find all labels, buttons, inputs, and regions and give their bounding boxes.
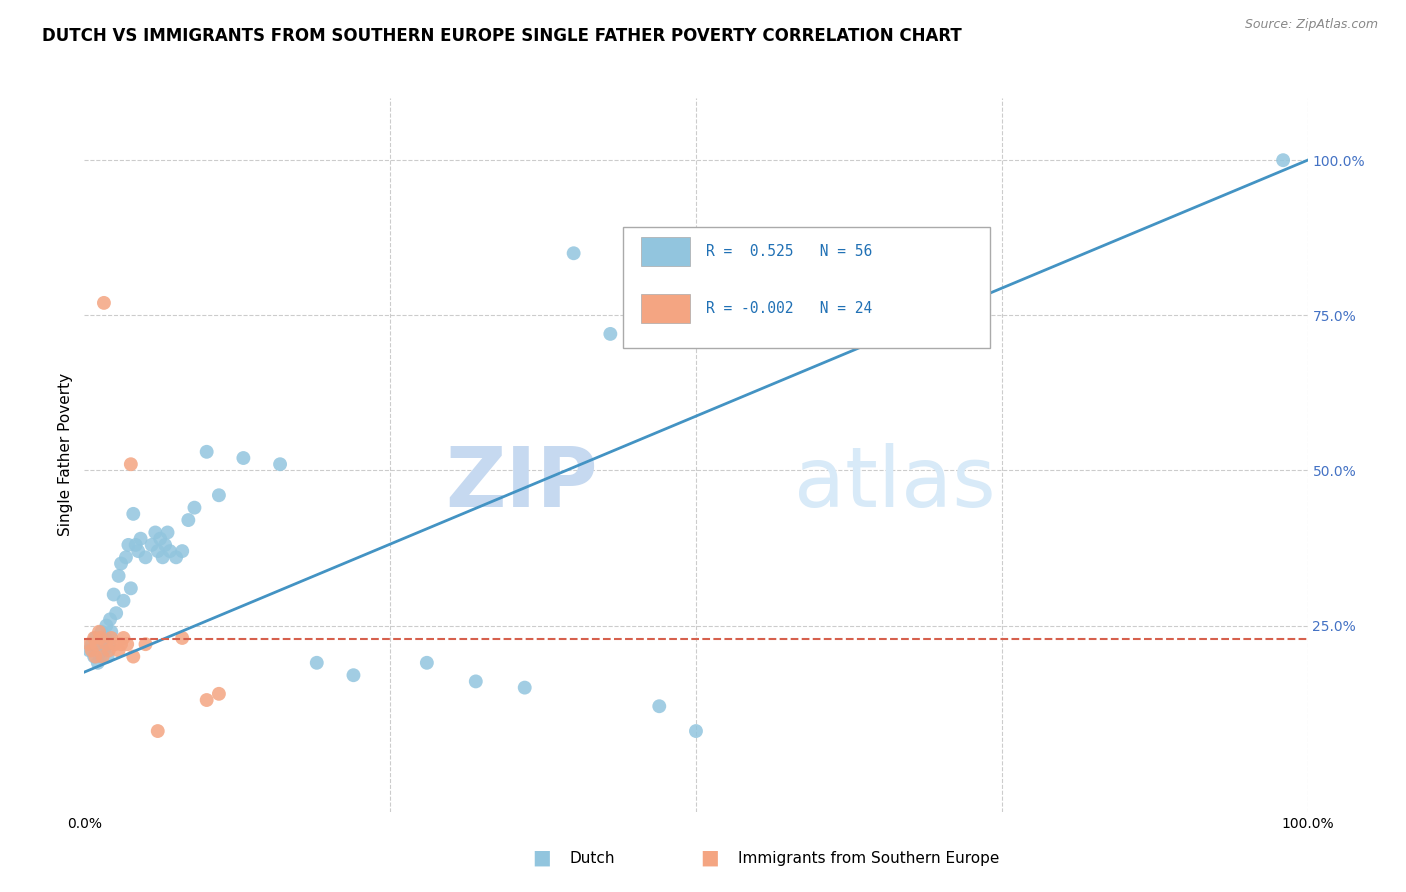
Point: [90, 624, 112, 639]
Point: [117, 538, 139, 552]
Point: [104, 637, 127, 651]
Point: [110, 637, 132, 651]
Point: [172, 544, 194, 558]
Point: [122, 507, 145, 521]
Point: [685, 724, 707, 739]
Point: [80, 637, 103, 651]
Point: [103, 588, 125, 602]
Point: [115, 637, 138, 651]
Point: [105, 606, 128, 620]
Point: [96, 618, 118, 632]
Point: [135, 550, 157, 565]
Text: ▪: ▪: [531, 844, 551, 872]
Point: [146, 724, 169, 739]
Text: R =  0.525   N = 56: R = 0.525 N = 56: [706, 244, 872, 259]
Point: [127, 544, 149, 558]
Point: [1272, 153, 1295, 168]
Point: [87, 656, 110, 670]
Point: [172, 631, 194, 645]
Point: [83, 631, 105, 645]
Point: [84, 649, 107, 664]
Text: atlas: atlas: [794, 443, 995, 524]
Point: [107, 643, 129, 657]
Point: [89, 631, 111, 645]
Point: [83, 649, 105, 664]
Point: [146, 544, 169, 558]
Point: [153, 538, 176, 552]
Y-axis label: Single Father Poverty: Single Father Poverty: [58, 374, 73, 536]
Point: [80, 643, 103, 657]
Point: [94, 631, 117, 645]
Point: [112, 593, 135, 607]
Point: [143, 525, 166, 540]
Point: [135, 637, 157, 651]
Point: [110, 557, 132, 571]
Point: [87, 637, 110, 651]
Point: [97, 643, 120, 657]
Point: [122, 649, 145, 664]
Point: [342, 668, 364, 682]
Point: [195, 693, 218, 707]
Text: R = -0.002   N = 24: R = -0.002 N = 24: [706, 301, 872, 316]
Point: [513, 681, 536, 695]
Point: [97, 637, 120, 651]
Point: [86, 637, 108, 651]
Point: [152, 550, 174, 565]
Point: [183, 500, 205, 515]
Point: [115, 550, 138, 565]
Point: [305, 656, 328, 670]
Point: [97, 649, 120, 664]
Point: [599, 326, 621, 341]
Point: [100, 631, 122, 645]
Point: [86, 643, 108, 657]
Point: [208, 687, 231, 701]
Point: [141, 538, 163, 552]
Point: [91, 637, 114, 651]
Text: Source: ZipAtlas.com: Source: ZipAtlas.com: [1244, 18, 1378, 31]
Point: [120, 582, 142, 596]
Point: [89, 649, 111, 664]
Text: ▪: ▪: [700, 844, 720, 872]
Point: [149, 532, 172, 546]
Point: [100, 624, 122, 639]
Point: [165, 550, 187, 565]
Point: [156, 525, 179, 540]
Text: Dutch: Dutch: [569, 851, 614, 865]
Point: [464, 674, 486, 689]
Point: [177, 513, 200, 527]
Point: [91, 649, 114, 664]
Point: [93, 643, 115, 657]
Point: [77, 643, 100, 657]
Point: [107, 569, 129, 583]
Point: [125, 538, 148, 552]
Point: [77, 637, 100, 651]
FancyBboxPatch shape: [641, 237, 690, 266]
Text: Immigrants from Southern Europe: Immigrants from Southern Europe: [738, 851, 1000, 865]
FancyBboxPatch shape: [623, 227, 990, 348]
Point: [269, 457, 291, 471]
Point: [96, 637, 118, 651]
Point: [112, 631, 135, 645]
Point: [648, 699, 671, 714]
FancyBboxPatch shape: [641, 294, 690, 323]
Point: [416, 656, 439, 670]
Point: [232, 450, 254, 465]
Point: [208, 488, 231, 502]
Point: [120, 457, 142, 471]
Point: [562, 246, 585, 260]
Point: [129, 532, 152, 546]
Point: [159, 544, 181, 558]
Point: [195, 445, 218, 459]
Text: DUTCH VS IMMIGRANTS FROM SOUTHERN EUROPE SINGLE FATHER POVERTY CORRELATION CHART: DUTCH VS IMMIGRANTS FROM SOUTHERN EUROPE…: [42, 27, 962, 45]
Text: ZIP: ZIP: [446, 443, 598, 524]
Point: [98, 612, 121, 626]
Point: [93, 296, 115, 310]
Point: [87, 624, 110, 639]
Point: [84, 631, 107, 645]
